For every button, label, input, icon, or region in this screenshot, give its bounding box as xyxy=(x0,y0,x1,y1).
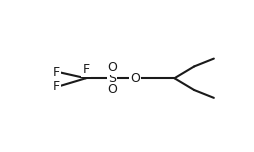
Text: O: O xyxy=(130,72,140,85)
Text: O: O xyxy=(107,60,117,74)
Text: F: F xyxy=(53,66,60,79)
Text: O: O xyxy=(107,83,117,96)
Text: S: S xyxy=(108,72,116,85)
Text: F: F xyxy=(82,62,89,76)
Text: F: F xyxy=(53,80,60,93)
